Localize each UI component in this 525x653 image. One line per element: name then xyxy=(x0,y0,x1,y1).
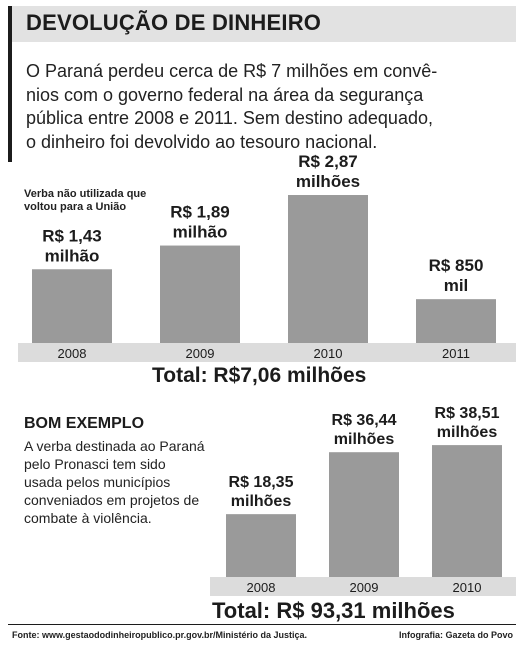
credit-note: Infografia: Gazeta do Povo xyxy=(398,630,513,640)
chart2-data-label: R$ 38,51 xyxy=(435,405,500,422)
intro-accent-rule xyxy=(8,42,12,162)
intro-line: pública entre 2008 e 2011. Sem destino a… xyxy=(26,108,433,128)
chart2-data-label: milhões xyxy=(334,431,395,448)
chart1-data-label: milhão xyxy=(173,223,228,242)
chart1-bar xyxy=(416,299,496,343)
description-line: A verba destinada ao Paraná xyxy=(24,438,205,454)
chart1-data-label: R$ 2,87 xyxy=(298,152,358,171)
chart1-data-label: R$ 850 xyxy=(429,256,484,275)
chart1-data-label: milhões xyxy=(296,172,360,191)
chart2-data-label: milhões xyxy=(231,493,292,510)
chart1-axis-band xyxy=(18,343,516,362)
chart1-data-label: R$ 1,89 xyxy=(170,203,230,222)
page-title: DEVOLUÇÃO DE DINHEIRO xyxy=(26,10,322,35)
intro-line: O Paraná perdeu cerca de R$ 7 milhões em… xyxy=(26,61,438,81)
section-title-bom-exemplo: BOM EXEMPLO xyxy=(24,415,145,432)
chart1-tick-label: 2008 xyxy=(58,346,87,361)
chart1-bar xyxy=(288,195,368,343)
chart1-bar xyxy=(160,245,240,343)
chart1-data-label: R$ 1,43 xyxy=(42,226,102,245)
description-line: pelo Pronasci tem sido xyxy=(24,456,166,472)
chart1-data-label: mil xyxy=(444,276,469,295)
chart1-tick-label: 2010 xyxy=(314,346,343,361)
chart2-data-label: R$ 36,44 xyxy=(332,412,397,429)
chart1-tick-label: 2009 xyxy=(186,346,215,361)
chart1-title-line: Verba não utilizada que xyxy=(24,188,147,200)
chart2-data-label: R$ 18,35 xyxy=(229,474,294,491)
chart1-title: Verba não utilizada que voltou para a Un… xyxy=(24,188,146,214)
section-description: A verba destinada ao Paraná pelo Pronasc… xyxy=(24,437,209,527)
footer-divider xyxy=(8,624,516,625)
header-bar: DEVOLUÇÃO DE DINHEIRO xyxy=(8,6,516,42)
chart2-bar xyxy=(432,445,502,577)
description-line: usada pelos municípios xyxy=(24,474,171,490)
chart2-tick-label: 2008 xyxy=(247,580,276,595)
chart2-tick-label: 2010 xyxy=(453,580,482,595)
header-accent-rule xyxy=(8,6,12,42)
chart1-data-label: milhão xyxy=(45,246,100,265)
source-note: Fonte: www.gestaododinheiropublico.pr.go… xyxy=(12,630,308,640)
chart2-bar xyxy=(329,452,399,577)
chart2-tick-label: 2009 xyxy=(350,580,379,595)
chart2-data-label: milhões xyxy=(437,424,498,441)
intro-line: nios com o governo federal na área da se… xyxy=(26,84,424,105)
chart1-total: Total: R$7,06 milhões xyxy=(152,364,367,387)
intro-line: o dinheiro foi devolvido ao tesouro naci… xyxy=(26,131,378,152)
intro-text: O Paraná perdeu cerca de R$ 7 milhões em… xyxy=(26,60,514,154)
description-line: combate à violência. xyxy=(24,510,152,526)
chart2-axis-band xyxy=(210,577,516,596)
chart1-tick-label: 2011 xyxy=(442,346,470,361)
chart1-title-line: voltou para a União xyxy=(24,201,127,213)
chart2-bar xyxy=(226,514,296,577)
chart2-total: Total: R$ 93,31 milhões xyxy=(212,598,455,623)
description-line: conveniados em projetos de xyxy=(24,492,200,508)
chart1-bar xyxy=(32,269,112,343)
